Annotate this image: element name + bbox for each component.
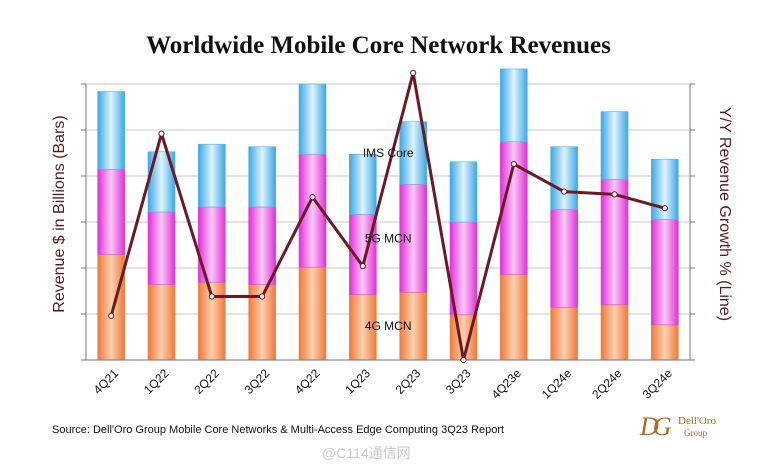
y2-axis-label: Y/Y Revenue Growth % (Line) bbox=[716, 107, 733, 321]
growth-point bbox=[158, 130, 165, 137]
x-tick-label: 2Q24e bbox=[589, 366, 625, 402]
bar-5g-mcn bbox=[651, 219, 679, 326]
series-label-ims-core: IMS Core bbox=[363, 146, 414, 160]
bar-4g-mcn bbox=[147, 284, 176, 361]
bar-ims-core bbox=[600, 111, 629, 180]
series-labels: IMS Core 5G MCN 4G MCN bbox=[363, 146, 414, 333]
logo-name: Dell'Oro bbox=[678, 415, 717, 427]
bar-5g-mcn bbox=[500, 141, 528, 275]
logo-mark: DG bbox=[640, 412, 671, 441]
x-tick-label: 4Q23e bbox=[489, 366, 525, 402]
logo-group: Group bbox=[684, 428, 707, 438]
growth-point bbox=[561, 188, 568, 195]
watermark: @C114通信网 bbox=[322, 445, 411, 461]
bar-5g-mcn bbox=[198, 206, 226, 283]
x-tick-label: 4Q22 bbox=[292, 366, 323, 397]
growth-line-path bbox=[109, 71, 666, 362]
bar-ims-core bbox=[500, 68, 528, 143]
x-tick-label: 3Q24e bbox=[640, 366, 676, 402]
x-tick-label: 3Q22 bbox=[242, 366, 273, 397]
gridlines bbox=[86, 83, 690, 315]
growth-point bbox=[611, 191, 618, 198]
bar-5g-mcn bbox=[248, 206, 276, 286]
x-tick-label: 2Q22 bbox=[191, 366, 222, 397]
bar-4g-mcn bbox=[399, 291, 427, 361]
bar-ims-core bbox=[550, 146, 578, 210]
source-note: Source: Dell'Oro Group Mobile Core Netwo… bbox=[52, 424, 505, 436]
chart-title: Worldwide Mobile Core Network Revenues bbox=[146, 32, 611, 59]
x-tick-label: 1Q22 bbox=[141, 366, 172, 397]
axes bbox=[81, 83, 695, 361]
bar-ims-core bbox=[298, 83, 327, 155]
bar-ims-core bbox=[198, 143, 226, 208]
bar-4g-mcn bbox=[298, 266, 327, 361]
bar-4g-mcn bbox=[349, 294, 377, 361]
growth-point bbox=[108, 312, 115, 319]
bar-5g-mcn bbox=[147, 211, 176, 286]
growth-point bbox=[510, 160, 517, 168]
bars bbox=[97, 68, 679, 361]
bar-4g-mcn bbox=[600, 304, 629, 361]
bar-5g-mcn bbox=[550, 209, 578, 308]
growth-point bbox=[359, 263, 366, 270]
x-tick-label: 3Q23 bbox=[443, 366, 474, 397]
bar-4g-mcn bbox=[500, 274, 528, 361]
growth-point bbox=[661, 205, 668, 212]
series-label-5g-mcn: 5G MCN bbox=[365, 231, 412, 245]
bar-4g-mcn bbox=[651, 324, 679, 361]
growth-point bbox=[410, 69, 417, 77]
y-axis-label: Revenue $ in Billions (Bars) bbox=[51, 115, 68, 312]
bar-5g-mcn bbox=[97, 169, 125, 255]
bar-ims-core bbox=[248, 146, 276, 208]
growth-point bbox=[460, 356, 467, 364]
growth-point bbox=[259, 293, 266, 300]
x-tick-label: 1Q23 bbox=[342, 366, 373, 397]
bar-5g-mcn bbox=[449, 221, 478, 316]
bar-4g-mcn bbox=[97, 254, 125, 361]
dell-oro-logo: DG Dell'Oro Group bbox=[640, 412, 740, 442]
bar-5g-mcn bbox=[399, 184, 427, 293]
bar-4g-mcn bbox=[550, 307, 578, 361]
bar-ims-core bbox=[449, 161, 478, 223]
bar-ims-core bbox=[349, 153, 377, 215]
bar-5g-mcn bbox=[600, 179, 629, 306]
x-tick-label: 4Q21 bbox=[91, 366, 122, 397]
series-label-4g-mcn: 4G MCN bbox=[365, 319, 412, 333]
x-tick-label: 1Q24e bbox=[539, 366, 575, 402]
growth-point bbox=[309, 194, 316, 201]
x-tick-labels: 4Q21 1Q22 2Q22 3Q22 4Q22 1Q23 2Q23 3Q23 4Q23e 1Q2… bbox=[91, 366, 676, 402]
growth-point bbox=[208, 293, 215, 300]
growth-line bbox=[108, 69, 668, 364]
x-tick-label: 2Q23 bbox=[393, 366, 424, 397]
bar-ims-core bbox=[97, 91, 125, 170]
